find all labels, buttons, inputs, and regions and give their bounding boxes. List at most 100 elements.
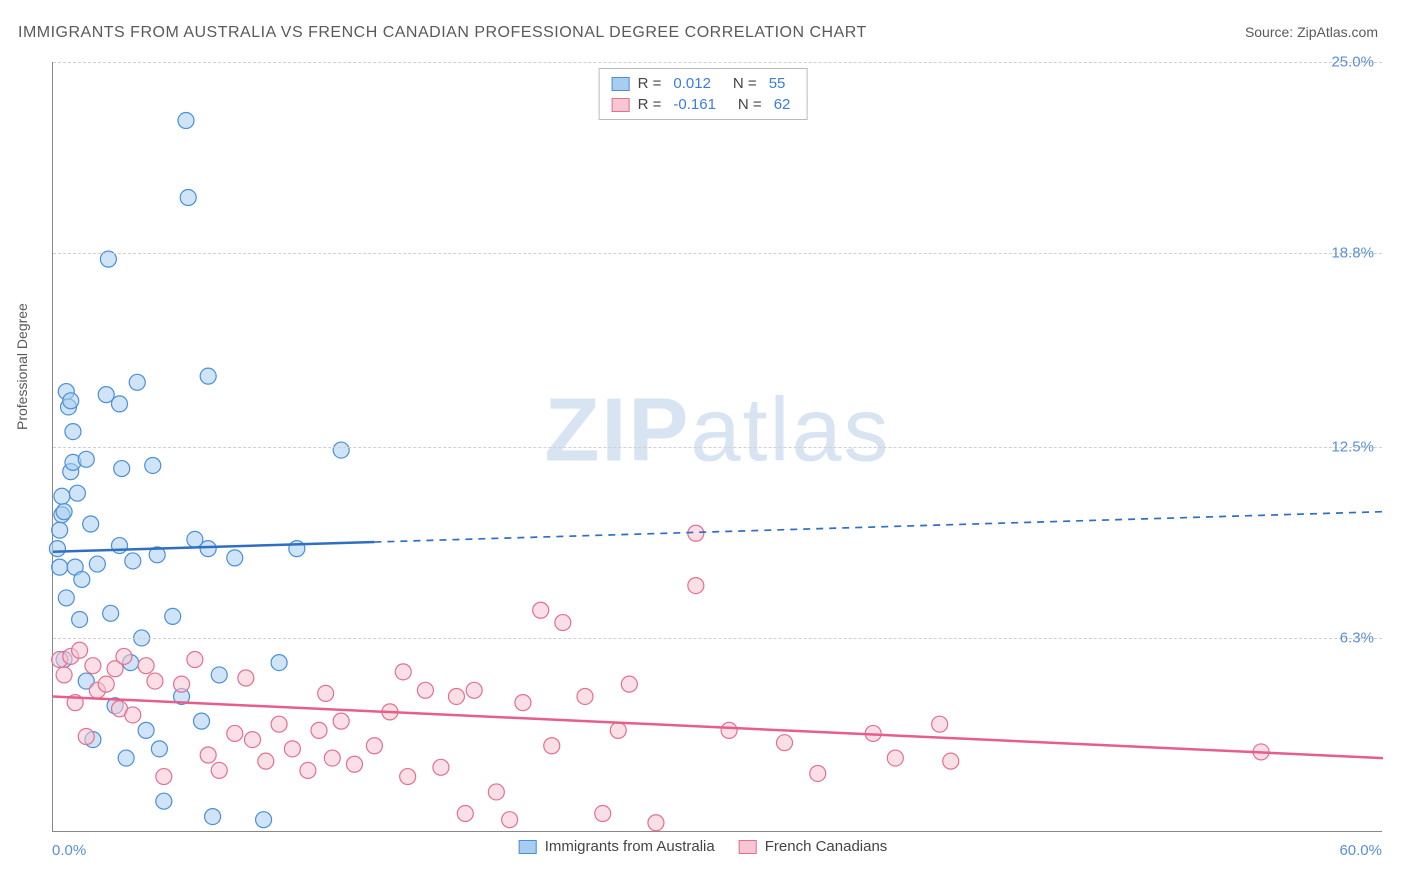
- scatter-point-fc: [138, 658, 154, 674]
- scatter-point-fc: [400, 769, 416, 785]
- scatter-point-fc: [533, 602, 549, 618]
- n-label: N =: [738, 96, 762, 113]
- scatter-point-fc: [174, 676, 190, 692]
- scatter-point-fc: [258, 753, 274, 769]
- scatter-point-fc: [116, 648, 132, 664]
- source-name: ZipAtlas.com: [1297, 24, 1378, 40]
- y-axis-label: Professional Degree: [14, 303, 30, 430]
- legend-stats: R =0.012N =55R =-0.161N =62: [599, 68, 808, 120]
- scatter-point-aus: [165, 608, 181, 624]
- chart-title: IMMIGRANTS FROM AUSTRALIA VS FRENCH CANA…: [18, 24, 867, 42]
- scatter-point-aus: [227, 550, 243, 566]
- y-tick-label: 6.3%: [1340, 629, 1374, 646]
- swatch-fc: [739, 840, 757, 854]
- scatter-point-aus: [180, 190, 196, 206]
- scatter-point-fc: [200, 747, 216, 763]
- scatter-point-fc: [125, 707, 141, 723]
- scatter-point-aus: [211, 667, 227, 683]
- plot-area: ZIPatlas 6.3%12.5%18.8%25.0%: [52, 62, 1382, 832]
- scatter-point-aus: [63, 393, 79, 409]
- scatter-point-fc: [72, 642, 88, 658]
- scatter-point-fc: [555, 615, 571, 631]
- scatter-point-aus: [72, 611, 88, 627]
- scatter-point-fc: [721, 722, 737, 738]
- scatter-point-fc: [502, 812, 518, 828]
- swatch-aus: [519, 840, 537, 854]
- gridline: [53, 447, 1382, 448]
- scatter-point-fc: [311, 722, 327, 738]
- scatter-point-fc: [211, 762, 227, 778]
- trendline-aus-dashed: [374, 512, 1383, 542]
- scatter-point-aus: [103, 605, 119, 621]
- scatter-point-aus: [69, 485, 85, 501]
- scatter-point-fc: [271, 716, 287, 732]
- legend-series-label-aus: Immigrants from Australia: [545, 838, 715, 855]
- scatter-point-aus: [129, 374, 145, 390]
- scatter-point-aus: [49, 541, 65, 557]
- legend-series-label-fc: French Canadians: [765, 838, 888, 855]
- scatter-point-fc: [621, 676, 637, 692]
- scatter-point-fc: [448, 688, 464, 704]
- scatter-point-fc: [156, 769, 172, 785]
- scatter-point-aus: [178, 113, 194, 129]
- scatter-point-aus: [58, 590, 74, 606]
- scatter-point-fc: [245, 732, 261, 748]
- scatter-point-fc: [515, 695, 531, 711]
- n-value-fc: 62: [774, 96, 791, 113]
- swatch-aus: [612, 77, 630, 91]
- r-value-aus: 0.012: [673, 75, 711, 92]
- scatter-point-fc: [78, 729, 94, 745]
- source-label: Source: ZipAtlas.com: [1245, 24, 1378, 40]
- scatter-point-fc: [318, 685, 334, 701]
- legend-stats-row-fc: R =-0.161N =62: [612, 94, 795, 115]
- scatter-point-aus: [78, 451, 94, 467]
- r-label: R =: [638, 96, 662, 113]
- x-tick-max: 60.0%: [1339, 842, 1382, 859]
- scatter-point-aus: [74, 571, 90, 587]
- scatter-point-fc: [300, 762, 316, 778]
- scatter-point-fc: [417, 682, 433, 698]
- y-tick-label: 25.0%: [1331, 54, 1374, 71]
- scatter-point-fc: [688, 578, 704, 594]
- n-value-aus: 55: [769, 75, 786, 92]
- y-tick-label: 12.5%: [1331, 439, 1374, 456]
- scatter-point-aus: [54, 488, 70, 504]
- r-label: R =: [638, 75, 662, 92]
- scatter-point-fc: [187, 652, 203, 668]
- scatter-point-aus: [52, 522, 68, 538]
- scatter-point-aus: [205, 809, 221, 825]
- x-tick-min: 0.0%: [52, 842, 86, 859]
- scatter-point-aus: [65, 424, 81, 440]
- scatter-point-fc: [457, 806, 473, 822]
- scatter-point-fc: [887, 750, 903, 766]
- scatter-point-aus: [194, 713, 210, 729]
- scatter-point-fc: [466, 682, 482, 698]
- scatter-point-fc: [284, 741, 300, 757]
- legend-series-item-aus: Immigrants from Australia: [519, 838, 715, 855]
- legend-series: Immigrants from Australia French Canadian…: [519, 838, 888, 855]
- scatter-point-aus: [112, 396, 128, 412]
- scatter-point-fc: [147, 673, 163, 689]
- scatter-point-aus: [52, 559, 68, 575]
- scatter-point-aus: [56, 504, 72, 520]
- scatter-point-fc: [595, 806, 611, 822]
- gridline: [53, 62, 1382, 63]
- scatter-point-aus: [145, 457, 161, 473]
- scatter-point-fc: [488, 784, 504, 800]
- scatter-point-fc: [943, 753, 959, 769]
- scatter-point-fc: [610, 722, 626, 738]
- legend-stats-row-aus: R = 0.012 N = 55: [612, 73, 795, 94]
- scatter-point-fc: [98, 676, 114, 692]
- scatter-point-fc: [648, 815, 664, 831]
- scatter-point-fc: [395, 664, 411, 680]
- scatter-point-fc: [324, 750, 340, 766]
- scatter-point-aus: [256, 812, 272, 828]
- scatter-point-aus: [89, 556, 105, 572]
- scatter-point-aus: [156, 793, 172, 809]
- scatter-point-fc: [932, 716, 948, 732]
- scatter-point-aus: [112, 538, 128, 554]
- scatter-point-aus: [138, 722, 154, 738]
- scatter-point-aus: [114, 461, 130, 477]
- n-label: N =: [733, 75, 757, 92]
- scatter-point-fc: [56, 667, 72, 683]
